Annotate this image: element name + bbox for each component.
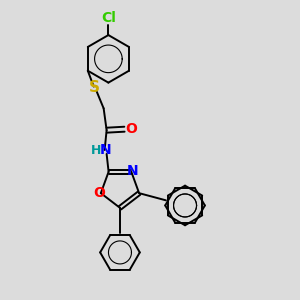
Text: S: S [89, 80, 100, 95]
Text: O: O [93, 186, 105, 200]
Text: N: N [100, 143, 111, 157]
Text: Cl: Cl [101, 11, 116, 25]
Text: O: O [125, 122, 137, 136]
Text: N: N [127, 164, 138, 178]
Text: H: H [91, 143, 101, 157]
